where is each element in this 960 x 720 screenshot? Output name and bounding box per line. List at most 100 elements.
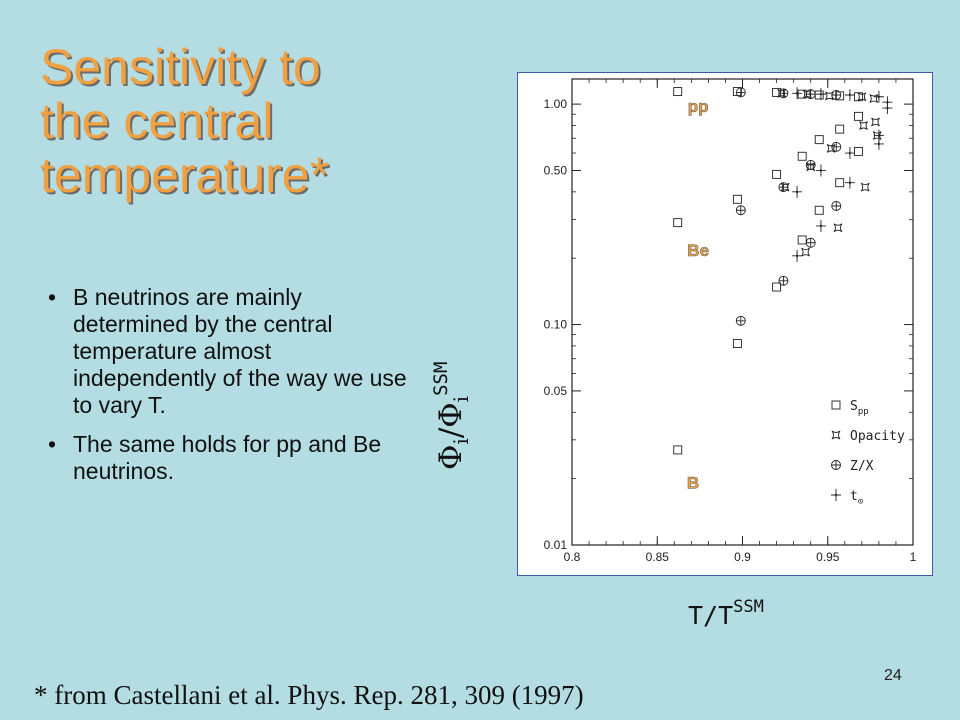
square-marker	[814, 135, 824, 145]
quad-marker	[871, 117, 880, 127]
legend-entry: t⊙	[850, 489, 863, 507]
legend-entry-sub: pp	[858, 407, 869, 417]
square-marker	[853, 146, 863, 156]
legend-entry-name: Opacity	[850, 429, 905, 444]
square-marker	[835, 91, 845, 101]
quad-shape	[860, 182, 870, 192]
star-center	[819, 92, 822, 97]
plus-shape	[736, 316, 746, 326]
star-center	[835, 493, 837, 497]
circleplus-marker	[735, 315, 746, 326]
x-tick-label: 0.8	[564, 550, 581, 564]
circleplus-marker	[831, 460, 841, 470]
square-shape	[814, 135, 824, 145]
slide-title: Sensitivity to the central temperature*	[40, 40, 380, 202]
star-center	[819, 168, 822, 173]
square-marker	[772, 87, 782, 97]
square-shape	[835, 124, 845, 134]
circleplus-marker	[831, 90, 842, 100]
group-label: pp	[688, 97, 709, 116]
star-marker	[792, 249, 803, 262]
star-marker	[844, 176, 855, 189]
quad-shape	[826, 143, 836, 153]
legend-entry-name: S	[850, 399, 858, 414]
y-label-sub: i	[449, 438, 474, 445]
y-tick-label: 0.05	[544, 384, 568, 398]
quad-shape	[857, 92, 867, 102]
group-label: B	[687, 474, 699, 493]
square-shape	[853, 146, 863, 156]
square-marker	[732, 87, 742, 97]
x-axis-label: T/TSSM	[688, 597, 764, 630]
y-tick-label: 0.01	[544, 538, 568, 552]
bullet-item: • The same holds for pp and Be neutrinos…	[48, 431, 418, 485]
plus-shape	[831, 142, 841, 152]
star-marker	[792, 87, 803, 100]
quad-shape	[801, 247, 810, 257]
plus-shape	[806, 238, 816, 248]
x-label-sup: SSM	[733, 597, 764, 617]
quad-shape	[869, 94, 879, 103]
quad-marker	[831, 430, 841, 440]
square-shape	[835, 91, 845, 101]
x-tick-label: 0.9	[734, 550, 751, 564]
star-center	[796, 253, 799, 258]
square-shape	[732, 194, 742, 204]
circleplus-marker	[805, 89, 816, 100]
star-center	[886, 106, 889, 111]
y-tick-label: 0.50	[544, 163, 568, 177]
quad-shape	[825, 91, 834, 101]
circleplus-marker	[805, 159, 816, 170]
square-marker	[797, 235, 807, 245]
x-tick-label: 1	[910, 550, 917, 564]
quad-marker	[869, 94, 879, 103]
square-marker	[835, 178, 845, 188]
star-center	[848, 180, 851, 185]
legend-entry-name: t	[850, 489, 858, 504]
bullet-list: • B neutrinos are mainly determined by t…	[48, 284, 418, 497]
star-marker	[873, 90, 884, 103]
legend-entry: Opacity	[850, 429, 905, 444]
x-tick-label: 0.85	[646, 550, 670, 564]
plus-shape	[778, 276, 788, 286]
square-marker	[835, 124, 845, 134]
y-label-sub2: i	[449, 395, 474, 403]
square-marker	[814, 90, 824, 100]
star-marker	[844, 88, 855, 101]
square-marker	[797, 151, 807, 161]
star-marker	[844, 147, 855, 160]
square-marker	[772, 169, 782, 179]
circleplus-marker	[831, 201, 842, 211]
star-marker	[815, 219, 826, 232]
star-center	[877, 94, 880, 99]
title-line-3: temperature*	[40, 147, 330, 203]
bullet-text: The same holds for pp and Be neutrinos.	[73, 431, 382, 484]
legend-entry-name: Z/X	[850, 459, 874, 474]
circleplus-marker	[778, 275, 789, 286]
star-center	[796, 189, 799, 194]
square-shape	[772, 87, 782, 97]
slide-number: 24	[884, 667, 902, 684]
star-center	[877, 141, 880, 146]
square-marker	[732, 339, 742, 349]
square-shape	[797, 151, 807, 161]
y-label-sup: SSM	[430, 361, 452, 396]
star-marker	[815, 88, 826, 101]
plot-frame: 0.8 0.85 0.9 0.95 1 0.01 0.05 0.10 0.50 1.00 Spp Op…	[517, 72, 933, 576]
star-marker	[831, 489, 841, 501]
square-marker	[732, 194, 742, 204]
square-marker	[831, 400, 841, 410]
circleplus-marker	[778, 182, 789, 193]
square-shape	[732, 87, 742, 97]
square-marker	[772, 282, 782, 292]
star-marker	[792, 185, 803, 198]
plus-shape	[778, 182, 788, 192]
plus-shape	[778, 88, 788, 98]
y-axis-label: Φi/ΦiSSM	[430, 362, 473, 470]
plot-area	[571, 78, 914, 546]
star-center	[848, 151, 851, 156]
y-label-main: Φ	[433, 444, 469, 470]
square-marker	[853, 111, 863, 121]
quad-shape	[831, 430, 841, 440]
